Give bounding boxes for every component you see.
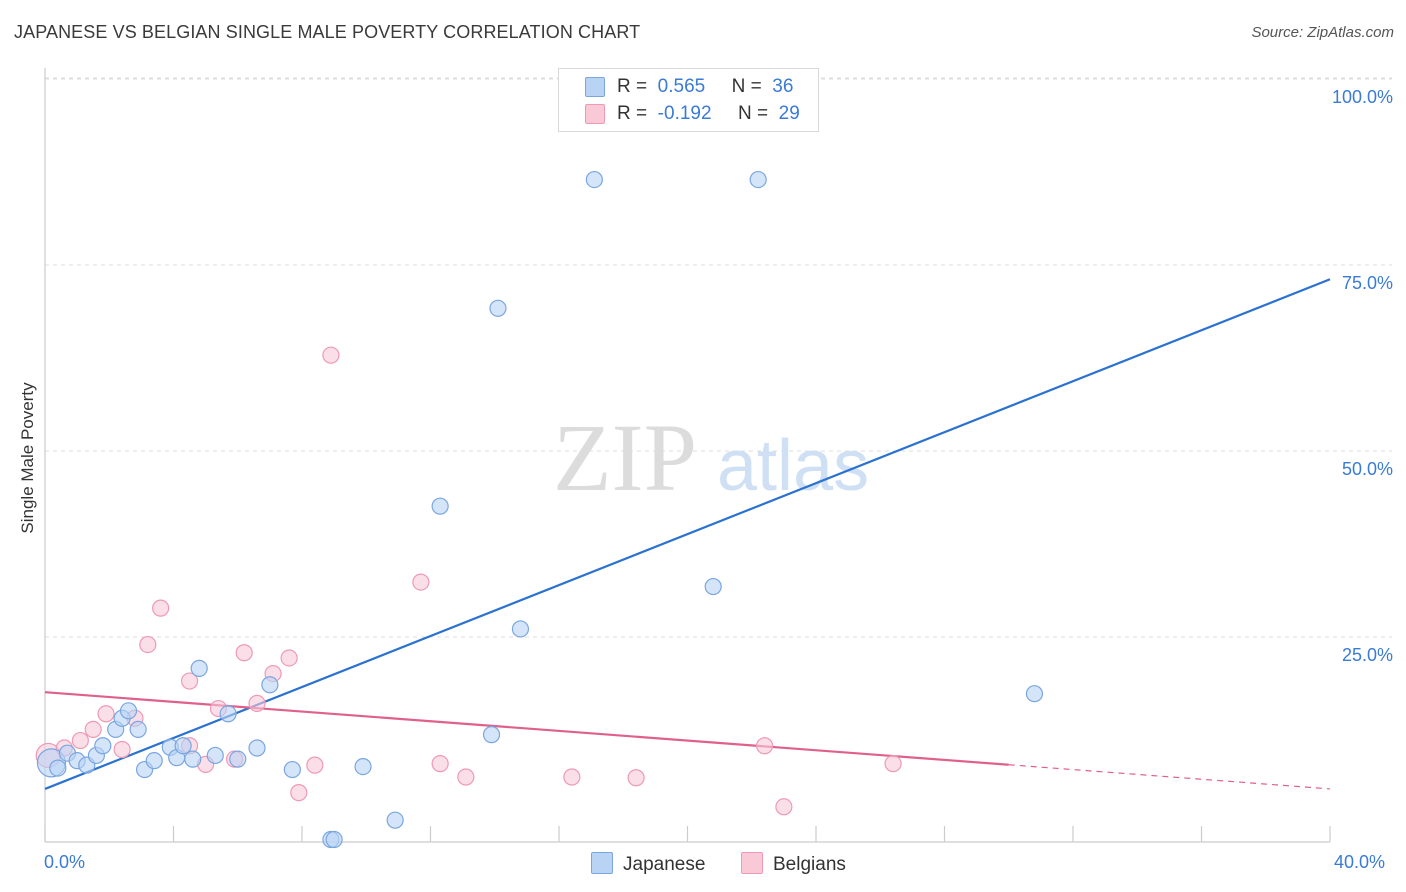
legend-r-value-belgians: -0.192: [657, 103, 712, 124]
point-belgians: [152, 599, 170, 617]
point-japanese: [1025, 685, 1044, 703]
point-belgians: [248, 694, 266, 712]
point-japanese: [511, 620, 530, 638]
point-belgians: [884, 755, 902, 773]
chart-title: JAPANESE VS BELGIAN SINGLE MALE POVERTY …: [14, 22, 641, 42]
bottom-legend-belgians-label: Belgians: [773, 854, 846, 875]
point-japanese: [184, 750, 202, 768]
bottom-swatch-japanese: [591, 852, 613, 874]
point-belgians: [457, 768, 475, 786]
point-belgians: [97, 705, 115, 723]
point-belgians: [306, 756, 324, 774]
trend-line-japanese: [44, 278, 1331, 790]
point-belgians: [627, 769, 645, 787]
legend-r-value-japanese: 0.565: [657, 76, 706, 97]
legend-n-label: N =: [737, 103, 769, 124]
point-japanese: [283, 760, 301, 779]
point-japanese: [261, 676, 279, 694]
point-japanese: [585, 170, 603, 189]
y-tick-label: 75.0%: [1342, 273, 1393, 293]
point-belgians: [563, 768, 581, 786]
point-japanese: [325, 830, 343, 849]
point-japanese: [49, 759, 67, 777]
point-japanese: [119, 702, 138, 720]
bottom-legend-japanese: Japanese: [591, 852, 705, 876]
point-japanese: [219, 705, 237, 723]
point-belgians: [71, 731, 89, 750]
point-japanese: [129, 720, 147, 739]
point-japanese: [704, 577, 722, 596]
point-japanese: [386, 811, 404, 829]
source-label: Source: ZipAtlas.com: [1251, 24, 1394, 41]
point-belgians: [280, 649, 298, 667]
point-belgians: [84, 720, 102, 739]
bottom-legend-belgians: Belgians: [741, 852, 846, 876]
x-min-label: 0.0%: [44, 852, 86, 872]
point-belgians: [180, 672, 199, 690]
point-belgians: [113, 740, 131, 759]
y-tick-label: 25.0%: [1342, 645, 1393, 665]
point-japanese: [489, 299, 507, 317]
point-japanese: [206, 746, 224, 765]
legend-r-label: R =: [617, 76, 648, 97]
point-japanese: [482, 726, 501, 744]
legend-r-label: R =: [617, 103, 648, 124]
trend-line-extension-belgians: [1008, 764, 1331, 790]
watermark: ZIP atlas: [553, 404, 869, 511]
point-japanese: [190, 659, 208, 677]
data-points: [35, 170, 1044, 849]
bottom-legend-japanese-label: Japanese: [623, 854, 706, 875]
point-japanese: [174, 737, 192, 755]
legend-n-value-japanese: 36: [772, 76, 794, 97]
point-belgians: [139, 635, 157, 654]
gridlines: [45, 77, 1392, 638]
legend-n-value-belgians: 29: [778, 103, 800, 124]
point-japanese: [354, 757, 372, 776]
bottom-swatch-belgians: [741, 852, 763, 874]
point-japanese: [94, 737, 112, 755]
point-japanese: [145, 752, 163, 770]
legend-n-label: N =: [731, 76, 762, 97]
y-tick-label: 100.0%: [1332, 87, 1393, 107]
stats-legend: R = 0.565 N = 36 R = -0.192 N = 29: [558, 68, 819, 132]
point-belgians: [412, 573, 430, 591]
axes: [44, 68, 1331, 843]
point-belgians: [235, 644, 253, 662]
point-japanese: [431, 497, 449, 515]
point-belgians: [431, 755, 449, 773]
point-belgians: [322, 346, 340, 364]
legend-swatch-japanese: [585, 77, 605, 97]
watermark-atlas: atlas: [717, 426, 869, 506]
point-japanese: [248, 739, 266, 757]
y-tick-labels: 25.0% 50.0% 75.0% 100.0%: [1332, 87, 1393, 665]
watermark-zip: ZIP: [553, 404, 697, 511]
trend-lines: [44, 278, 1331, 790]
point-belgians: [290, 784, 308, 802]
y-tick-label: 50.0%: [1342, 459, 1393, 479]
point-belgians: [775, 798, 793, 816]
point-japanese: [749, 170, 767, 189]
trend-line-belgians: [44, 691, 1009, 766]
legend-swatch-belgians: [585, 104, 605, 124]
x-max-label: 40.0%: [1334, 852, 1386, 872]
point-japanese: [229, 750, 247, 768]
point-belgians: [755, 737, 774, 755]
